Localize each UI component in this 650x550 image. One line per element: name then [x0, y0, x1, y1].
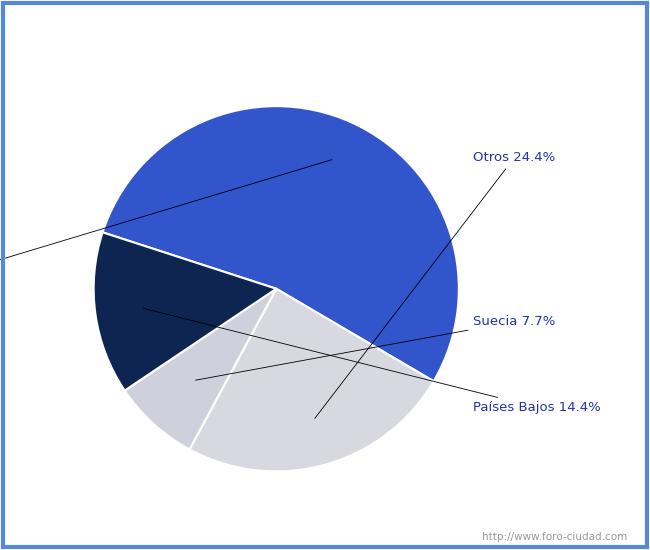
Wedge shape [94, 232, 276, 390]
Text: Países Bajos 14.4%: Países Bajos 14.4% [143, 309, 601, 414]
Text: Las Peñas de Riglos - Turistas extranjeros según país - Julio de 2024: Las Peñas de Riglos - Turistas extranjer… [76, 24, 574, 40]
Text: http://www.foro-ciudad.com: http://www.foro-ciudad.com [482, 532, 627, 542]
Text: Francia 53.4%: Francia 53.4% [0, 160, 332, 283]
Text: Suecia 7.7%: Suecia 7.7% [196, 315, 556, 380]
Wedge shape [103, 106, 459, 381]
Wedge shape [190, 289, 434, 471]
Text: Otros 24.4%: Otros 24.4% [315, 151, 556, 419]
Wedge shape [125, 289, 276, 449]
